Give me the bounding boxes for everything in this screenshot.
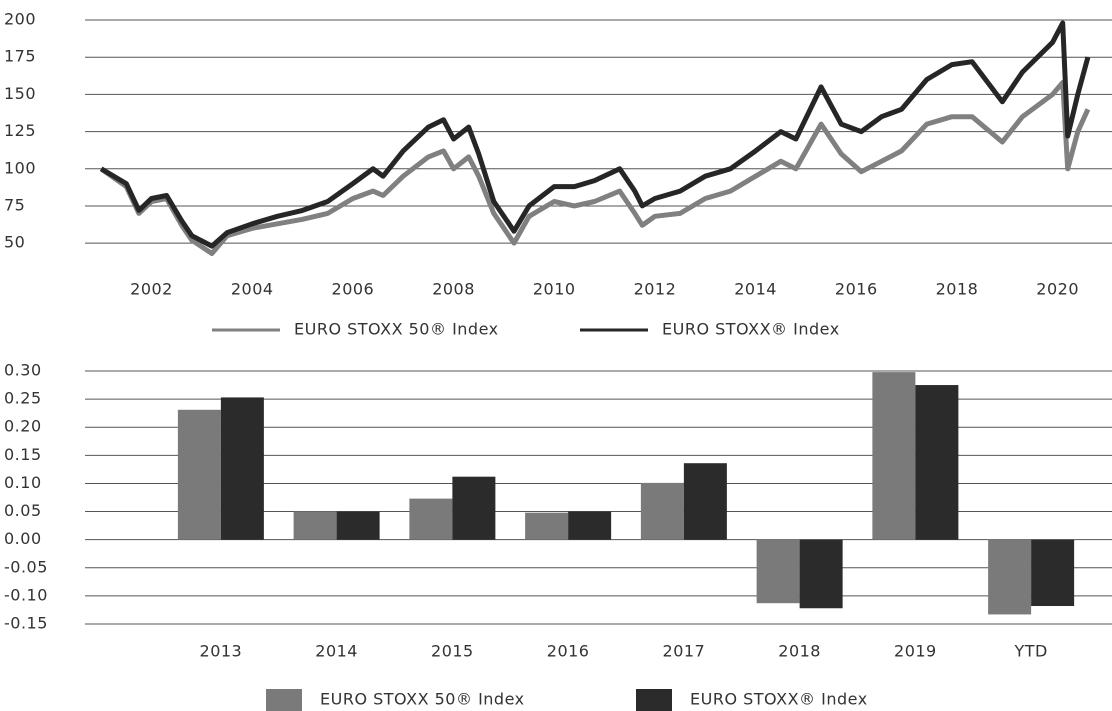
- bar: [568, 511, 612, 540]
- x-tick-label: 2016: [835, 280, 878, 299]
- bar: [452, 476, 496, 540]
- y-tick-label: -0.15: [4, 614, 48, 633]
- y-tick-label: 0.00: [4, 529, 42, 548]
- y-tick-label: 0.20: [4, 417, 42, 436]
- y-tick-label: -0.10: [4, 585, 48, 604]
- y-tick-label: 0.10: [4, 473, 42, 492]
- legend-label: EURO STOXX® Index: [662, 320, 840, 339]
- y-tick-label: 100: [4, 158, 36, 177]
- y-tick-label: 0.25: [4, 389, 42, 408]
- line-series: [99, 20, 1091, 249]
- y-tick-label: -0.05: [4, 557, 48, 576]
- legend-swatch: [266, 689, 302, 711]
- x-tick-label: 2016: [547, 642, 590, 661]
- x-tick-label: 2019: [894, 642, 937, 661]
- bar: [640, 482, 684, 540]
- bar: [525, 512, 569, 540]
- x-tick-label: 2006: [332, 280, 375, 299]
- y-tick-label: 75: [4, 195, 25, 214]
- y-tick-label: 125: [4, 121, 36, 140]
- bar: [988, 539, 1032, 615]
- bar: [756, 539, 800, 604]
- x-tick-label: 2012: [634, 280, 677, 299]
- y-tick-label: 0.05: [4, 501, 42, 520]
- bar: [683, 463, 727, 540]
- bar: [220, 397, 264, 540]
- x-tick-label: 2013: [200, 642, 243, 661]
- line-series: [99, 80, 1091, 256]
- legend-swatch: [636, 689, 672, 711]
- x-tick-label: 2004: [231, 280, 274, 299]
- y-tick-label: 0.30: [4, 361, 42, 380]
- bar: [915, 385, 959, 540]
- x-tick-label: 2018: [936, 280, 979, 299]
- legend-label: EURO STOXX® Index: [690, 690, 868, 709]
- bar: [293, 511, 337, 540]
- bar: [799, 539, 843, 609]
- bar: [177, 409, 221, 540]
- x-tick-label: 2002: [130, 280, 173, 299]
- x-tick-label: 2008: [432, 280, 475, 299]
- y-tick-label: 175: [4, 47, 36, 66]
- legend-label: EURO STOXX 50® Index: [294, 320, 499, 339]
- x-tick-label: 2015: [431, 642, 474, 661]
- bar: [409, 498, 453, 540]
- bar: [336, 511, 380, 540]
- x-tick-label: YTD: [1013, 642, 1047, 661]
- bar: [872, 372, 916, 540]
- legend-label: EURO STOXX 50® Index: [320, 690, 525, 709]
- y-tick-label: 200: [4, 10, 36, 29]
- x-tick-label: 2014: [315, 642, 358, 661]
- y-tick-label: 50: [4, 233, 25, 252]
- y-tick-label: 150: [4, 84, 36, 103]
- x-tick-label: 2017: [663, 642, 706, 661]
- y-tick-label: 0.15: [4, 445, 42, 464]
- x-tick-label: 2010: [533, 280, 576, 299]
- x-tick-label: 2020: [1036, 280, 1079, 299]
- bar: [1031, 539, 1075, 607]
- x-tick-label: 2014: [734, 280, 777, 299]
- x-tick-label: 2018: [778, 642, 821, 661]
